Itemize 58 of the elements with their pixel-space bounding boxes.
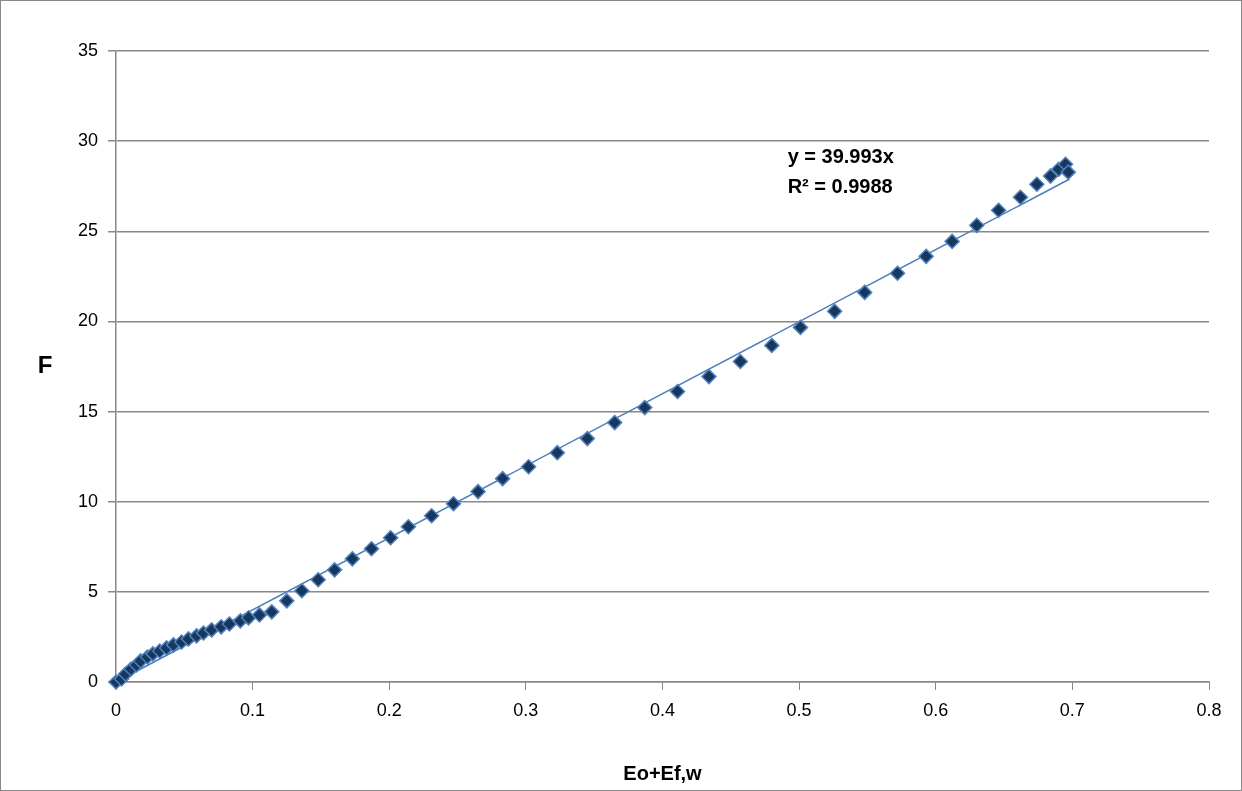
- annotation: y = 39.993x: [787, 144, 894, 167]
- point: [1060, 164, 1077, 180]
- x-axis-title: Eo+Ef,w: [623, 761, 703, 784]
- x-tick-label: 0.4: [649, 699, 676, 720]
- y-tick-label: 35: [77, 39, 98, 60]
- annotation: R² = 0.9988: [787, 174, 893, 197]
- y-tick-label: 10: [77, 490, 98, 511]
- point: [279, 593, 295, 609]
- point: [326, 562, 343, 578]
- point: [363, 541, 380, 557]
- point: [826, 303, 843, 320]
- point: [221, 616, 238, 632]
- x-tick-label: 0.3: [513, 699, 539, 720]
- point: [344, 551, 361, 567]
- point: [701, 368, 717, 385]
- point: [889, 265, 906, 282]
- point: [944, 233, 960, 250]
- point: [732, 353, 749, 370]
- y-tick-label: 0: [87, 670, 98, 691]
- y-tick-label: 15: [77, 400, 98, 421]
- point: [400, 519, 417, 535]
- y-tick-label: 25: [77, 220, 98, 241]
- point: [669, 383, 686, 400]
- point: [990, 202, 1007, 218]
- point: [549, 444, 566, 461]
- x-tick-label: 0.8: [1196, 699, 1222, 720]
- point: [294, 583, 310, 599]
- point: [606, 414, 623, 431]
- point: [856, 284, 873, 301]
- point: [382, 530, 399, 546]
- x-tick-label: 0.2: [376, 699, 402, 720]
- point: [520, 458, 537, 475]
- point: [494, 470, 511, 487]
- point: [764, 337, 780, 354]
- y-axis-title: F: [37, 351, 53, 379]
- x-tick-label: 0.7: [1059, 699, 1085, 720]
- point: [251, 607, 268, 623]
- x-tick-label: 0: [110, 699, 122, 720]
- point: [636, 399, 653, 416]
- x-tick-label: 0.5: [786, 699, 812, 720]
- y-tick-label: 5: [87, 580, 98, 601]
- x-tick-label: 0.6: [923, 699, 949, 720]
- point: [240, 610, 257, 626]
- point: [264, 604, 280, 620]
- point: [1029, 176, 1045, 192]
- point: [918, 248, 934, 265]
- x-tick-label: 0.1: [240, 699, 266, 720]
- point: [423, 508, 440, 524]
- point: [470, 483, 486, 500]
- point: [968, 217, 985, 234]
- y-tick-label: 20: [77, 310, 98, 331]
- point: [792, 319, 809, 336]
- point: [579, 430, 596, 447]
- point: [1042, 168, 1059, 184]
- y-tick-label: 30: [77, 130, 98, 151]
- point: [310, 572, 326, 588]
- point: [1012, 189, 1029, 205]
- point: [445, 495, 462, 512]
